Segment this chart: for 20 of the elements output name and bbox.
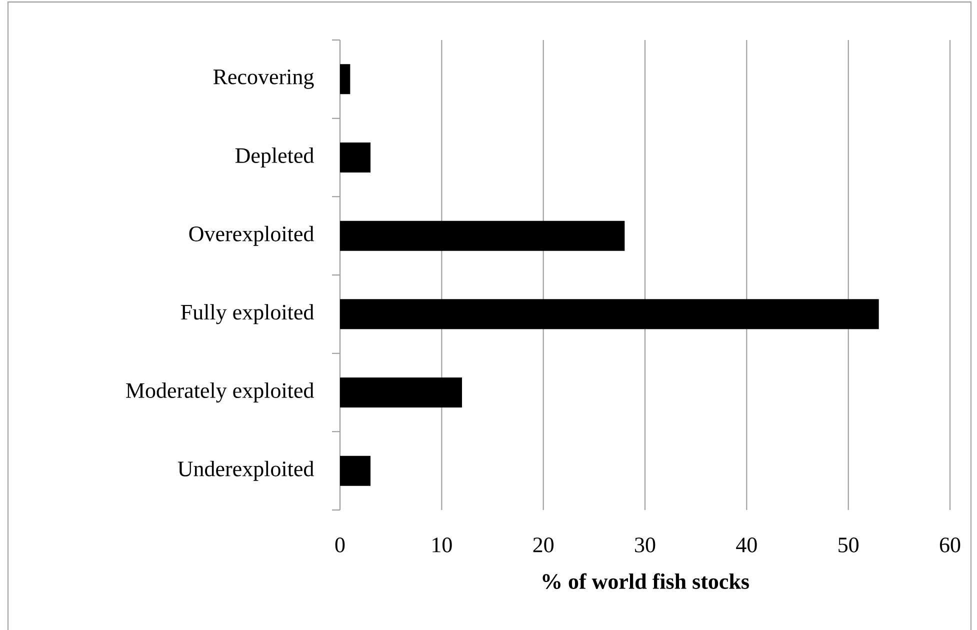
bar bbox=[340, 299, 879, 330]
x-tick-label: 60 bbox=[940, 538, 960, 552]
y-tick-label: Overexploited bbox=[189, 226, 314, 246]
bar bbox=[340, 220, 625, 251]
bar bbox=[340, 142, 370, 173]
y-tick-label: Underexploited bbox=[178, 460, 314, 481]
y-tick-label: Depleted bbox=[235, 148, 314, 168]
y-tick-label: Fully exploited bbox=[181, 304, 314, 324]
y-tick-label: Moderately exploited bbox=[126, 382, 314, 403]
y-tick-label: Recovering bbox=[213, 70, 314, 89]
bar bbox=[340, 378, 462, 408]
bar bbox=[340, 456, 370, 486]
bar bbox=[340, 64, 350, 94]
x-tick-label: 0 bbox=[335, 538, 345, 552]
x-tick-label: 20 bbox=[533, 538, 554, 552]
x-tick-label: 30 bbox=[635, 538, 656, 552]
x-axis-title: % of world fish stocks bbox=[542, 573, 749, 590]
x-tick-label: 10 bbox=[432, 538, 452, 552]
x-tick-label: 50 bbox=[838, 538, 858, 552]
x-tick-label: 40 bbox=[736, 538, 757, 552]
